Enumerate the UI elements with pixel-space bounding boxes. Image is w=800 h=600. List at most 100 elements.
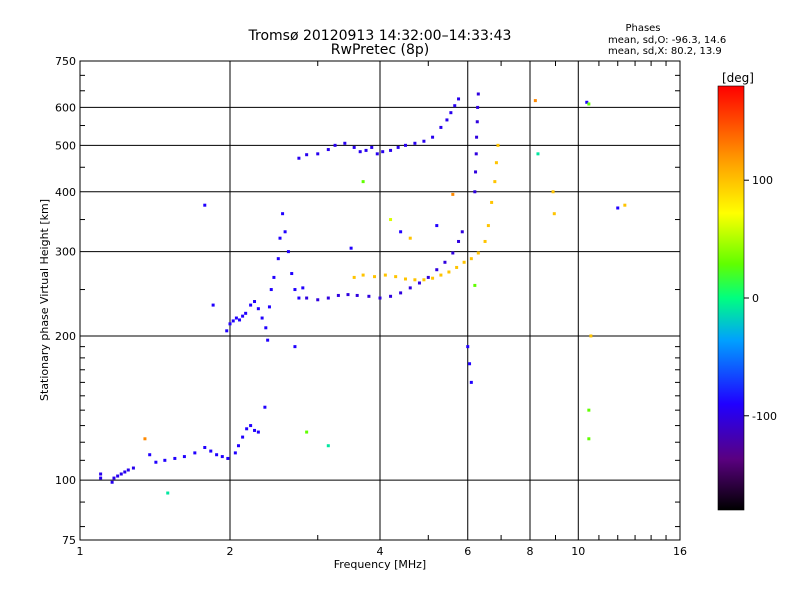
data-point xyxy=(163,458,167,462)
data-point xyxy=(476,92,480,96)
data-point xyxy=(378,296,382,300)
data-point xyxy=(381,150,385,154)
data-point xyxy=(587,408,591,412)
data-point xyxy=(249,303,253,307)
data-point xyxy=(231,319,235,323)
chart-subtitle: RwPretec (8p) xyxy=(331,42,429,58)
data-point xyxy=(326,296,330,300)
data-point xyxy=(389,148,393,152)
data-point xyxy=(143,437,147,441)
data-point xyxy=(367,294,371,298)
data-point xyxy=(490,200,494,204)
data-point xyxy=(269,288,273,292)
data-point xyxy=(123,470,127,474)
data-point xyxy=(256,430,260,434)
data-point xyxy=(389,218,393,222)
data-point xyxy=(431,135,435,139)
colorbar-label: [deg] xyxy=(722,71,754,85)
data-point xyxy=(375,152,379,156)
data-point xyxy=(236,444,240,448)
data-point xyxy=(394,275,398,279)
colorbar xyxy=(718,86,744,510)
data-point xyxy=(373,275,377,279)
data-point xyxy=(278,236,282,240)
series-6 xyxy=(473,92,480,194)
data-point xyxy=(281,212,285,216)
data-point xyxy=(451,251,455,255)
data-point xyxy=(469,257,473,261)
data-point xyxy=(336,293,340,297)
x-tick-label: 10 xyxy=(571,545,585,558)
data-point xyxy=(99,476,103,480)
series-3 xyxy=(297,97,461,160)
data-point xyxy=(99,472,103,476)
data-point xyxy=(244,311,248,315)
data-point xyxy=(316,298,320,302)
data-point xyxy=(476,251,480,255)
data-point xyxy=(241,435,245,439)
data-point xyxy=(399,291,403,295)
data-point xyxy=(209,449,213,453)
x-axis-label: Frequency [MHz] xyxy=(334,558,426,571)
data-point xyxy=(276,257,280,261)
data-point xyxy=(355,293,359,297)
data-point xyxy=(455,265,459,269)
data-point xyxy=(413,141,417,145)
data-point xyxy=(389,294,393,298)
data-point xyxy=(267,305,271,309)
data-point xyxy=(253,300,257,304)
data-point xyxy=(343,141,347,145)
data-point xyxy=(589,334,593,338)
series-0 xyxy=(99,466,135,484)
data-point xyxy=(585,100,589,104)
data-point xyxy=(457,239,461,243)
data-point xyxy=(290,272,294,276)
data-point xyxy=(493,180,497,184)
data-point xyxy=(408,236,412,240)
x-tick-label: 8 xyxy=(527,545,534,558)
data-point xyxy=(316,152,320,156)
data-point xyxy=(238,318,242,322)
data-point xyxy=(466,345,470,349)
data-point xyxy=(552,212,556,216)
data-point xyxy=(417,281,421,285)
data-point xyxy=(203,445,207,449)
data-point xyxy=(383,273,387,277)
data-point xyxy=(426,275,430,279)
data-point xyxy=(364,148,368,152)
x-tick-label: 1 xyxy=(77,545,84,558)
x-tick-label: 4 xyxy=(377,545,384,558)
x-tick-label: 2 xyxy=(227,545,234,558)
data-point xyxy=(587,437,591,441)
data-point xyxy=(245,427,249,431)
data-point xyxy=(399,230,403,234)
data-point xyxy=(301,286,305,290)
data-point xyxy=(131,466,135,470)
data-point xyxy=(293,288,297,292)
data-point xyxy=(616,206,620,210)
data-point xyxy=(431,276,435,280)
data-point xyxy=(445,118,449,122)
y-tick-label: 600 xyxy=(55,101,76,114)
data-point xyxy=(447,270,451,274)
data-point xyxy=(494,161,498,165)
data-point xyxy=(460,230,464,234)
data-point xyxy=(413,278,417,282)
y-tick-label: 750 xyxy=(55,55,76,68)
data-point xyxy=(182,455,186,459)
data-points xyxy=(99,92,627,495)
axis-ticks: 1 2 4 6 8 10 16 75 100 200 300 400 500 600 750 xyxy=(55,55,687,558)
data-point xyxy=(352,275,356,279)
data-point xyxy=(469,380,473,384)
data-point xyxy=(349,246,353,250)
data-point xyxy=(283,230,287,234)
data-point xyxy=(468,362,472,366)
data-point xyxy=(361,273,365,277)
data-point xyxy=(305,430,309,434)
data-point xyxy=(451,192,455,196)
data-point xyxy=(533,99,537,103)
data-point xyxy=(439,125,443,129)
data-point xyxy=(474,170,478,174)
data-point xyxy=(346,293,350,297)
colorbar-tick-label: 0 xyxy=(752,292,759,305)
